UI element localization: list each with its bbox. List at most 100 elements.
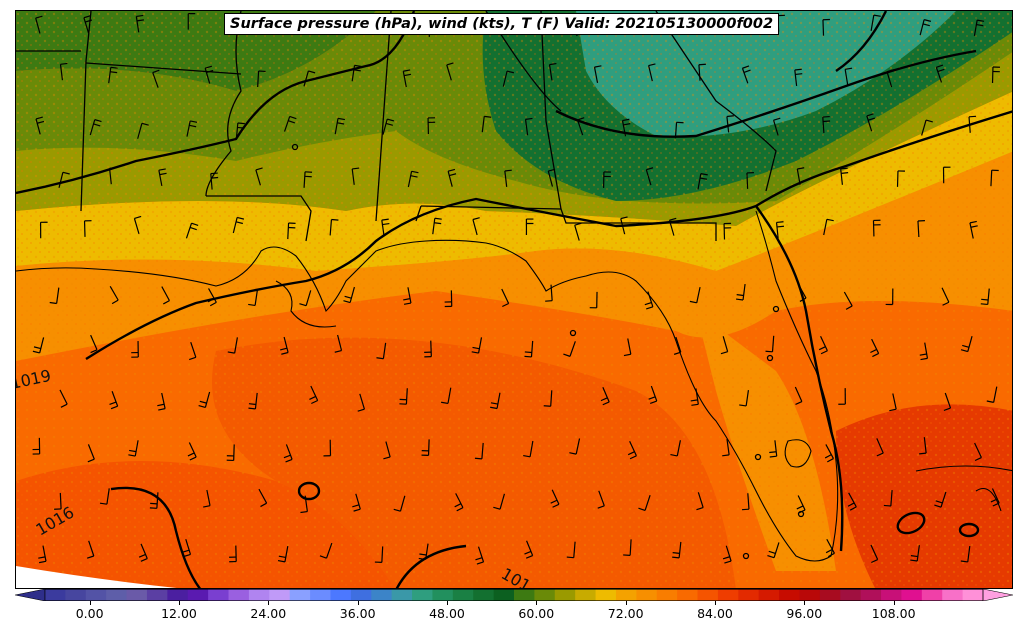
- state-boundary: [420, 205, 717, 241]
- wind-barb: [280, 336, 289, 355]
- wind-barb: [674, 121, 684, 139]
- isobar: [16, 11, 416, 195]
- wind-barb: [910, 545, 920, 562]
- wind-barb: [475, 546, 485, 565]
- wind-barb: [277, 546, 289, 563]
- wind-barb: [128, 440, 139, 457]
- colorbar-segment: [738, 589, 760, 601]
- colorbar-segment: [840, 589, 862, 601]
- colorbar-segment: [758, 589, 780, 601]
- wind-barb: [376, 342, 387, 360]
- colorbar-segment: [962, 589, 984, 601]
- wind-barb: [566, 541, 576, 559]
- wind-barb: [399, 388, 408, 405]
- colorbar-segment: [371, 589, 393, 601]
- station-marker: [291, 143, 299, 151]
- state-boundary: [540, 11, 562, 210]
- colorbar-segment: [493, 589, 515, 601]
- wind-barb: [303, 171, 313, 188]
- wind-barb: [870, 14, 881, 31]
- wind-barb: [493, 493, 506, 510]
- colorbar-tick-label: 96.00: [786, 606, 823, 621]
- wind-barb: [351, 64, 362, 82]
- wind-barb: [524, 340, 534, 358]
- isobar-low-center: [958, 522, 980, 538]
- wind-barb: [299, 290, 312, 307]
- wind-barb: [919, 342, 929, 361]
- isobar: [555, 49, 977, 138]
- wind-barb: [627, 441, 637, 460]
- wind-barb: [722, 438, 730, 457]
- wind-barb: [446, 62, 454, 81]
- wind-barb: [38, 545, 47, 564]
- wind-barb: [980, 288, 990, 306]
- wind-barb: [739, 390, 750, 407]
- wind-barb: [822, 18, 830, 36]
- wind-barb: [872, 219, 881, 237]
- colorbar-tick-mark: [715, 601, 716, 605]
- station-marker: [754, 453, 762, 461]
- isobar-low-center: [896, 511, 926, 535]
- wind-barb: [523, 440, 534, 458]
- wind-barb: [723, 222, 732, 240]
- wind-barb: [726, 115, 734, 133]
- wind-barb: [109, 391, 119, 410]
- wind-barb: [668, 217, 677, 236]
- colorbar-segment: [819, 589, 841, 601]
- colorbar: [15, 589, 1013, 601]
- colorbar-segment: [452, 589, 474, 601]
- map-title: Surface pressure (hPa), wind (kts), T (F…: [224, 13, 780, 35]
- colorbar-tick-label: 60.00: [518, 606, 555, 621]
- wind-barb: [623, 539, 632, 556]
- wind-barb: [158, 168, 167, 187]
- colorbar-segment: [228, 589, 250, 601]
- wind-barb: [474, 442, 484, 460]
- isobars: [16, 11, 1012, 588]
- wind-barb: [543, 390, 553, 407]
- colorbar-segment: [514, 589, 535, 601]
- wind-barb: [796, 167, 805, 185]
- wind-barb: [942, 166, 951, 184]
- colorbar-segment: [881, 589, 902, 601]
- wind-barb: [670, 440, 681, 457]
- colorbar-segment: [248, 589, 270, 601]
- wind-barb: [32, 437, 41, 455]
- wind-barb: [843, 291, 853, 310]
- wind-barb: [720, 336, 729, 355]
- wind-barb: [83, 15, 93, 34]
- wind-barb: [885, 288, 894, 306]
- wind-barb: [969, 220, 978, 239]
- wind-barb: [722, 545, 732, 564]
- wind-barb: [108, 66, 118, 84]
- wind-barb: [921, 119, 933, 136]
- wind-barb: [917, 220, 925, 238]
- wind-barb: [303, 70, 316, 87]
- political-boundaries: [16, 11, 777, 242]
- wind-barb: [991, 66, 1000, 84]
- wind-barb: [838, 388, 846, 405]
- wind-barb: [490, 392, 501, 410]
- wind-barb: [381, 218, 390, 237]
- colorbar-under-extend: [15, 589, 46, 601]
- wind-barb: [189, 341, 197, 361]
- wind-barb: [870, 338, 880, 358]
- isobar: [110, 486, 202, 588]
- wind-barb: [883, 490, 893, 507]
- colorbar-segment: [575, 589, 597, 601]
- colorbar-segment: [106, 589, 128, 601]
- wind-barb: [746, 172, 754, 189]
- gulf-coast: [16, 210, 839, 562]
- wind-barb: [182, 538, 192, 558]
- wind-barb: [548, 62, 557, 81]
- weather-map: 1019 1016 101: [15, 10, 1013, 589]
- colorbar-outline: [44, 589, 984, 601]
- wind-barb: [547, 168, 556, 187]
- wind-barb: [889, 393, 897, 412]
- wind-barb: [672, 541, 682, 559]
- wind-barb: [444, 290, 453, 308]
- wind-barb: [960, 336, 973, 353]
- wind-barb: [794, 386, 803, 406]
- wind-barb: [109, 285, 119, 305]
- colorbar-segment: [615, 589, 637, 601]
- colorbar-tick-label: 72.00: [607, 606, 644, 621]
